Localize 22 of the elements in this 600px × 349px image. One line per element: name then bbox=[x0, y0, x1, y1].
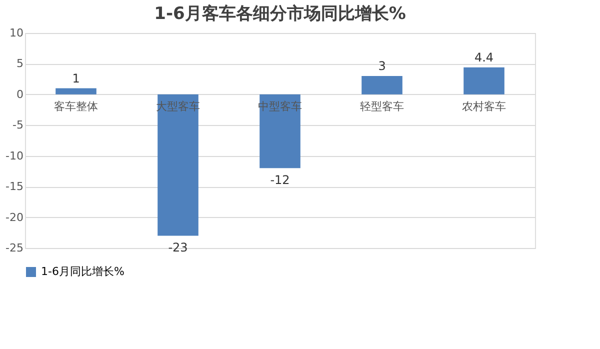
y-tick-label: -25 bbox=[6, 242, 24, 254]
bar bbox=[158, 94, 198, 236]
chart-title: 1-6月客车各细分市场同比增长% bbox=[154, 4, 406, 24]
bar bbox=[362, 76, 402, 94]
bar bbox=[464, 67, 504, 94]
x-tick-label: 农村客车 bbox=[462, 100, 506, 113]
data-label: -23 bbox=[168, 240, 188, 255]
y-tick-label: 0 bbox=[16, 88, 24, 101]
legend-label: 1-6月同比增长% bbox=[41, 265, 124, 278]
bar bbox=[56, 88, 96, 94]
data-label: 1 bbox=[72, 71, 80, 86]
y-tick-label: -10 bbox=[6, 149, 24, 162]
data-label: 4.4 bbox=[474, 50, 494, 64]
y-tick-label: 10 bbox=[10, 26, 24, 40]
y-tick-label: -15 bbox=[6, 180, 24, 194]
y-tick-label: -5 bbox=[12, 118, 24, 132]
data-label: -12 bbox=[270, 173, 290, 188]
y-tick-label: -20 bbox=[6, 210, 24, 224]
x-tick-label: 轻型客车 bbox=[360, 100, 404, 113]
y-tick-label: 5 bbox=[16, 57, 24, 70]
data-label: 3 bbox=[378, 59, 386, 73]
x-tick-label: 客车整体 bbox=[54, 100, 98, 113]
